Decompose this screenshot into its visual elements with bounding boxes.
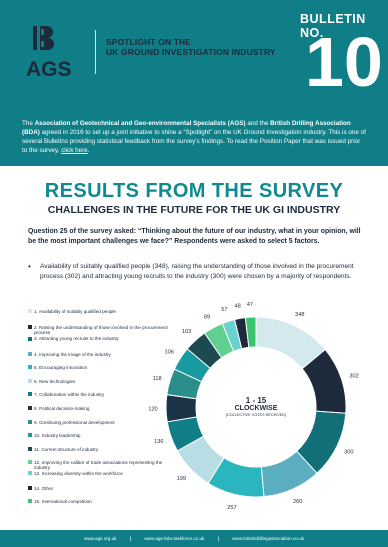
legend-swatch: [28, 486, 32, 490]
bullet-dot-icon: •: [28, 262, 31, 271]
intro-band: The Association of Geotechnical and Geo-…: [0, 112, 388, 166]
footer-link-bda[interactable]: www.britishdrillingassociation.co.uk: [232, 536, 304, 541]
slice-value-label: 348: [295, 312, 304, 318]
results-title: RESULTS FROM THE SURVEY: [44, 180, 344, 202]
intro-text-4: .: [87, 147, 90, 154]
chart-center-note: (COLLECTIVE VOTES RECEIVED): [225, 413, 287, 417]
slice-value-label: 106: [165, 350, 174, 356]
slice-value-label: 47: [247, 302, 253, 308]
legend-swatch: [28, 433, 32, 437]
chart-center-range: 1 - 15: [245, 396, 267, 405]
slice-value-label: 120: [148, 406, 157, 412]
legend-swatch: [28, 471, 32, 475]
slice-value-label: 199: [177, 476, 186, 482]
question-text: Question 25 of the survey asked: “Thinki…: [28, 228, 361, 245]
slice-value-label: 48: [235, 304, 241, 310]
legend-label: 4. Improving the image of the industry: [34, 351, 111, 357]
chart-center-label: 1 - 15 CLOCKWISE (COLLECTIVE VOTES RECEI…: [210, 396, 302, 417]
spotlight-line-2: UK GROUND INVESTIGATION INDUSTRY: [106, 47, 276, 57]
spotlight-heading: SPOTLIGHT ON THE UK GROUND INVESTIGATION…: [106, 37, 276, 57]
legend-swatch: [28, 336, 32, 341]
legend-swatch: [28, 447, 32, 451]
intro-bda-name: British Drilling Association (BDA): [22, 120, 351, 136]
legend-swatch: [28, 499, 32, 503]
legend-swatch: [28, 352, 32, 356]
legend-swatch: [28, 420, 32, 424]
legend-swatch: [28, 325, 32, 329]
ags-logo: AGS: [22, 18, 92, 90]
intro-text-2: and the: [245, 120, 271, 127]
ags-logo-mark-icon: [33, 26, 54, 50]
legend-swatch: [28, 460, 32, 464]
legend-swatch: [28, 392, 32, 396]
legend-label: 15. International competition: [34, 498, 92, 504]
ags-logo-text: AGS: [26, 58, 72, 81]
slice-value-label: 89: [204, 314, 210, 320]
legend-swatch: [28, 379, 32, 383]
legend-label: 3. Attracting young recruits to the indu…: [34, 336, 119, 341]
slice-value-label: 57: [221, 307, 227, 313]
slice-value-label: 103: [182, 329, 191, 335]
intro-paragraph: The Association of Geotechnical and Geo-…: [22, 119, 366, 155]
donut-chart: 348 302 300 260 257 199 136 120 118 106 103 89 57 48 4…: [148, 302, 358, 511]
footer-band: www.ags.org.uk | www.ags-bda-taskforce.c…: [0, 530, 388, 547]
legend-swatch: [28, 406, 32, 410]
footer-link-ags[interactable]: www.ags.org.uk: [84, 536, 117, 541]
legend-swatch: [28, 365, 32, 369]
spotlight-line-1: SPOTLIGHT ON THE: [106, 37, 192, 47]
donut-slice: [244, 316, 257, 348]
legend-label: 5. Encouraging innovation: [34, 364, 88, 370]
header-divider: [95, 30, 96, 74]
legend-label: 1. Availability of suitably qualified pe…: [34, 308, 116, 314]
bulletin-number: 10: [305, 23, 383, 101]
intro-text-1: The: [22, 120, 35, 127]
legend-label: 9. Continuing professional development: [34, 419, 115, 425]
click-here-link[interactable]: click here: [61, 147, 88, 154]
legend-label: 12. Improving the calibre of trade assoc…: [34, 459, 163, 470]
slice-value-label: 260: [293, 499, 302, 505]
bullet-text: Availability of suitably qualified peopl…: [40, 263, 354, 280]
footer-separator: |: [217, 536, 219, 541]
header-band: AGS SPOTLIGHT ON THE UK GROUND INVESTIGA…: [0, 0, 388, 112]
intro-ags-name: Association of Geotechnical and Geo-envi…: [34, 120, 246, 127]
donut-slice: [165, 394, 198, 423]
slice-value-label: 257: [227, 505, 236, 511]
chart-center-title: CLOCKWISE: [234, 405, 278, 412]
slice-value-label: 118: [153, 376, 162, 382]
challenges-subtitle: CHALLENGES IN THE FUTURE FOR THE UK GI I…: [47, 204, 341, 216]
footer-link-taskforce[interactable]: www.ags-bda-taskforce.co.uk: [144, 536, 205, 541]
legend-label: 13. Increasing diversity within the work…: [34, 470, 123, 476]
slice-value-label: 300: [344, 450, 353, 456]
intro-text-3: agreed in 2016 to set up a joint initiat…: [22, 129, 366, 154]
legend-label: 14. Other: [34, 485, 54, 491]
legend-label: 8. Political decision-making: [34, 405, 90, 411]
legend-label: 6. New technologies: [34, 378, 76, 384]
bulletin-label: BULLETIN NO.: [300, 12, 366, 40]
slice-value-label: 302: [349, 373, 358, 379]
legend-swatch: [28, 309, 32, 313]
slice-value-label: 136: [154, 439, 163, 445]
legend-label: 2. Raising the understanding of those in…: [34, 324, 168, 335]
footer-separator: |: [129, 536, 132, 541]
legend-label: 10. Industry leadership: [34, 432, 81, 438]
legend-label: 11. Current structure of industry: [34, 446, 99, 452]
legend-label: 7. Collaboration within the industry: [34, 391, 105, 397]
